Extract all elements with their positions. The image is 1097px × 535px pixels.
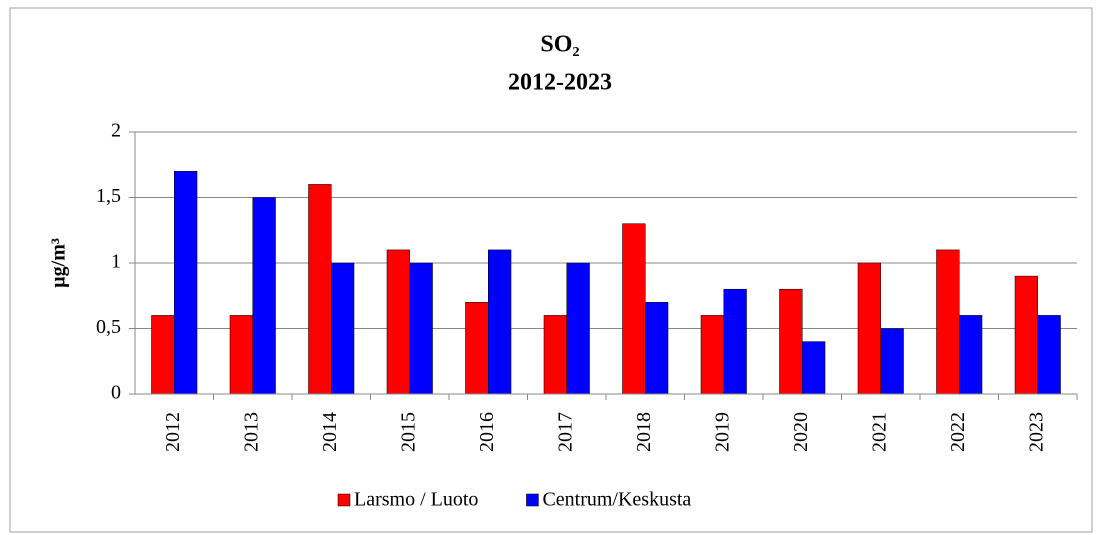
y-tick-label: 1 xyxy=(111,251,121,273)
x-tick-label: 2015 xyxy=(397,412,419,452)
bar xyxy=(409,262,433,395)
legend-label: Centrum/Keskusta xyxy=(542,489,691,511)
legend-label: Larsmo / Luoto xyxy=(354,489,478,511)
x-tick-label: 2017 xyxy=(554,412,576,452)
bar xyxy=(779,288,803,395)
x-tick-label: 2019 xyxy=(711,412,733,452)
x-tick-label: 2021 xyxy=(868,412,890,452)
bar xyxy=(151,315,175,395)
chart-title: SO₂ xyxy=(540,32,579,58)
x-tick-label: 2018 xyxy=(633,412,655,452)
y-tick-label: 2 xyxy=(111,120,121,142)
y-tick-label: 1,5 xyxy=(96,185,121,207)
legend-swatch xyxy=(526,493,539,507)
bar xyxy=(308,184,332,395)
x-tick-label: 2022 xyxy=(947,412,969,452)
bar xyxy=(331,262,355,395)
bar xyxy=(543,315,567,395)
bar xyxy=(229,315,253,395)
y-tick-label: 0,5 xyxy=(96,316,121,338)
bar xyxy=(1014,275,1038,395)
bar xyxy=(174,171,198,395)
bar xyxy=(959,315,983,395)
bar xyxy=(700,315,724,395)
x-tick-label: 2013 xyxy=(240,412,262,452)
y-axis-label: µg/m³ xyxy=(48,238,70,288)
bar xyxy=(723,288,747,395)
bar xyxy=(622,223,646,395)
chart-subtitle: 2012-2023 xyxy=(508,70,612,96)
bar xyxy=(936,249,960,395)
bar xyxy=(1037,315,1061,395)
bar xyxy=(488,249,512,395)
x-tick-label: 2012 xyxy=(162,412,184,452)
bar xyxy=(465,302,489,395)
x-tick-label: 2023 xyxy=(1025,412,1047,452)
x-tick-label: 2020 xyxy=(790,412,812,452)
legend-swatch xyxy=(337,493,351,507)
bar xyxy=(566,262,590,395)
bar xyxy=(857,262,881,395)
bar xyxy=(802,341,826,395)
x-tick-label: 2016 xyxy=(476,412,498,452)
bar xyxy=(645,302,669,395)
bar xyxy=(386,249,410,395)
bar xyxy=(252,197,276,395)
bar xyxy=(880,328,904,395)
x-tick-label: 2014 xyxy=(319,412,341,452)
y-tick-label: 0 xyxy=(111,382,121,404)
